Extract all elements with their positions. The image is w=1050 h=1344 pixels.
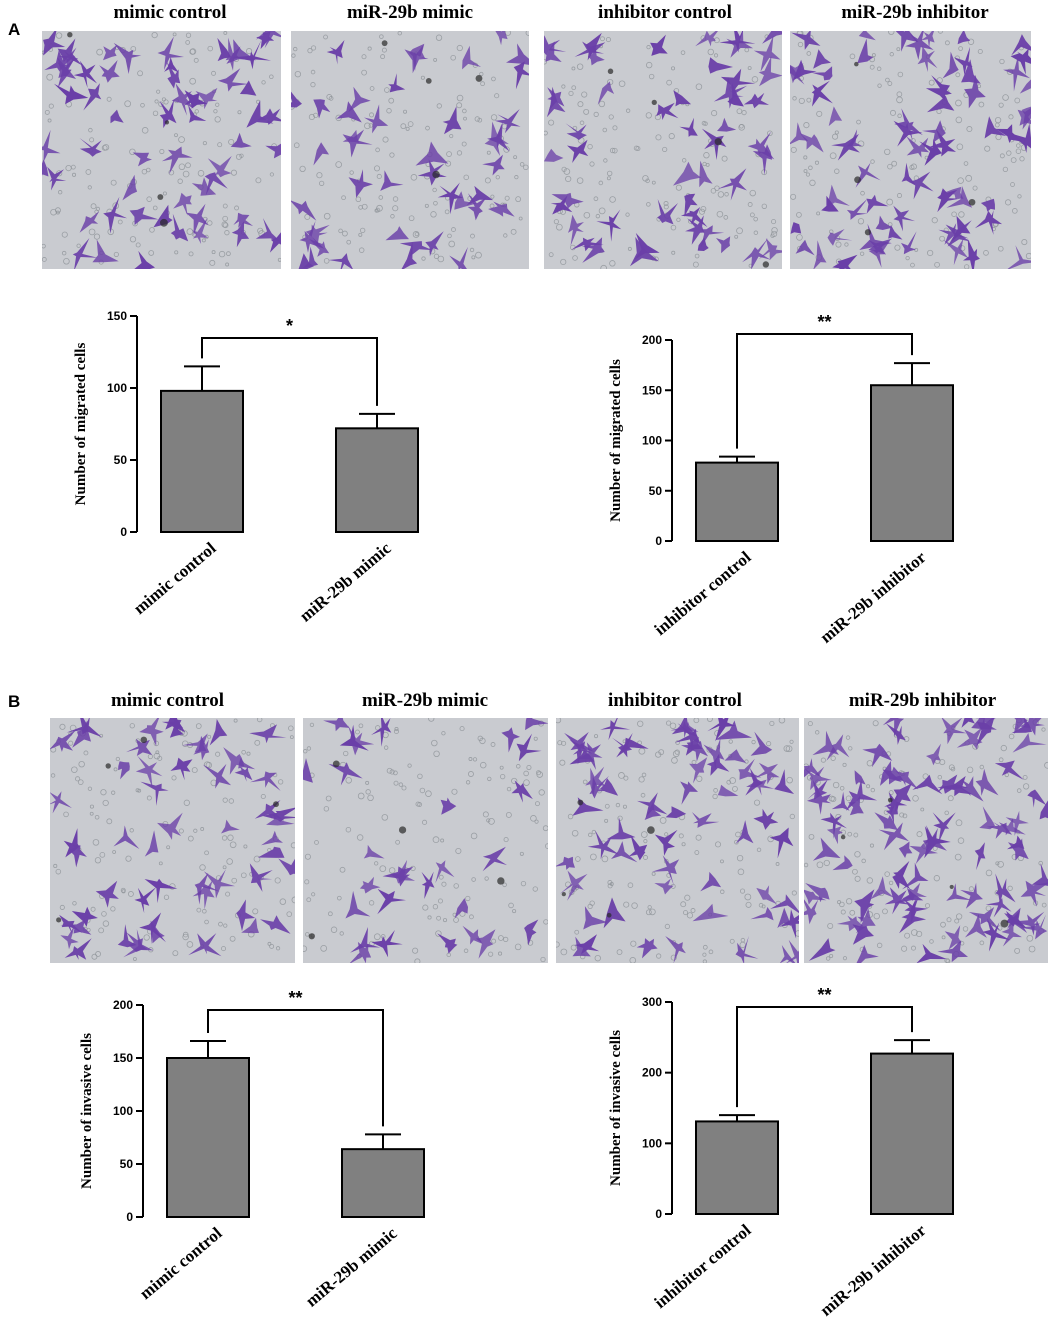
category-label-1: inhibitor control (651, 547, 755, 639)
y-tick-label: 150 (113, 1051, 133, 1065)
micrograph-b-2 (303, 718, 548, 963)
bar-1 (695, 1120, 779, 1215)
y-tick-label: 100 (113, 1104, 133, 1118)
y-tick-label: 200 (642, 1066, 662, 1080)
micrograph-b-1 (50, 718, 295, 963)
chart-migration-inhibitor: 0 50 100 150 200 Number of migrated cells inhi… (525, 0, 1050, 680)
y-tick-label: 300 (642, 995, 662, 1009)
bar-1 (166, 1057, 250, 1218)
y-tick-label: 200 (642, 333, 662, 347)
micrograph-a-2 (291, 31, 529, 269)
bar-2 (870, 1052, 954, 1215)
micrograph-a-3 (544, 31, 782, 269)
y-tick-label: 50 (649, 484, 663, 498)
bar-1 (695, 461, 779, 542)
y-tick-label: 150 (107, 309, 127, 323)
bar-2 (870, 384, 954, 542)
y-tick-label: 100 (107, 381, 127, 395)
y-tick-label: 100 (642, 434, 662, 448)
y-tick-label: 150 (642, 383, 662, 397)
y-tick-label: 50 (114, 453, 128, 467)
micrograph-b-3 (556, 718, 799, 963)
category-label-2: miR-29b mimic (296, 538, 395, 625)
micrograph-b-4 (804, 718, 1048, 963)
bar-1 (160, 389, 244, 533)
micrograph-a-4 (790, 31, 1031, 269)
y-tick-label: 0 (655, 1207, 662, 1221)
image-label-b-2: miR-29b mimic (361, 690, 489, 711)
significance-bracket (207, 1009, 384, 1127)
image-label-b-4: miR-29b inhibitor (848, 690, 997, 711)
chart-invasion-mimic: 0 50 100 150 200 Number of invasive cells mimi… (0, 680, 525, 1339)
panel-letter-b: B (8, 692, 21, 711)
image-label-b-1: mimic control (110, 690, 225, 711)
significance-marker: * (286, 316, 293, 336)
image-label-b-3: inhibitor control (608, 690, 742, 711)
category-label-1: mimic control (136, 1223, 226, 1303)
y-tick-label: 0 (120, 525, 127, 539)
image-label-a-4: miR-29b inhibitor (841, 2, 989, 23)
y-tick-label: 0 (126, 1210, 133, 1224)
chart-migration-mimic: 0 50 100 150 Number of migrated cells mimic c… (0, 0, 525, 680)
y-tick-label: 200 (113, 998, 133, 1012)
significance-marker: ** (288, 988, 302, 1008)
y-axis-title: Number of migrated cells (73, 343, 89, 506)
chart-invasion-inhibitor: 0 100 200 300 Number of invasive cells inhibi… (525, 680, 1050, 1339)
y-axis-title: Number of invasive cells (79, 1033, 95, 1189)
bar-2 (341, 1148, 425, 1218)
y-axis-title: Number of migrated cells (608, 359, 624, 522)
y-axis-title: Number of invasive cells (608, 1030, 624, 1186)
category-label-2: miR-29b inhibitor (816, 547, 930, 647)
image-label-a-2: miR-29b mimic (346, 2, 474, 23)
micrograph-a-1 (42, 31, 281, 269)
significance-marker: ** (817, 312, 831, 332)
y-tick-label: 0 (655, 534, 662, 548)
category-label-1: inhibitor control (651, 1220, 755, 1312)
category-label-2: miR-29b mimic (302, 1223, 401, 1310)
significance-bracket (736, 333, 913, 449)
significance-marker: ** (817, 985, 831, 1005)
category-label-1: mimic control (130, 538, 220, 618)
panel-letter-a: A (8, 20, 21, 39)
significance-bracket (201, 337, 378, 406)
y-tick-label: 50 (120, 1157, 134, 1171)
bar-2 (335, 427, 419, 534)
image-label-a-1: mimic control (113, 2, 227, 23)
significance-bracket (736, 1006, 913, 1108)
y-tick-label: 100 (642, 1136, 662, 1150)
image-label-a-3: inhibitor control (598, 2, 732, 23)
category-label-2: miR-29b inhibitor (816, 1220, 930, 1320)
